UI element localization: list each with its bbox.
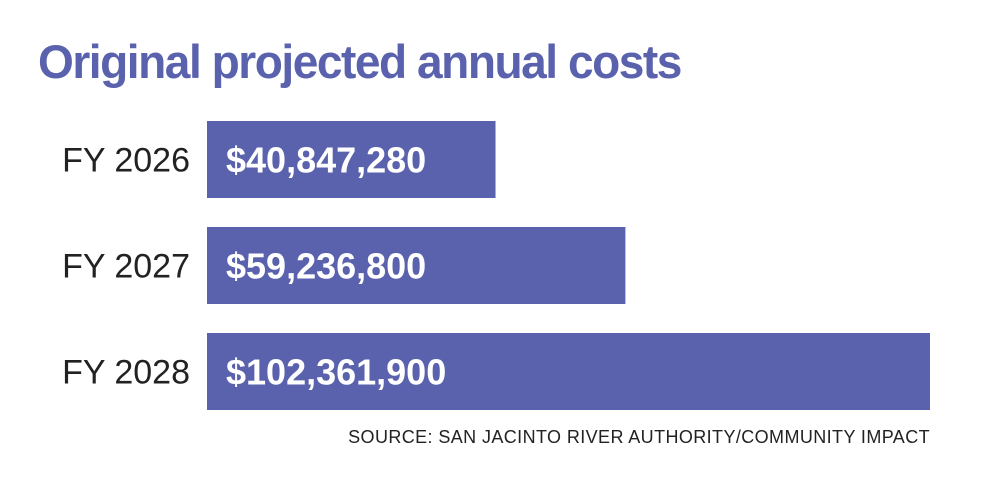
category-label: FY 2028 [62,354,190,392]
bar-fy-2027 [207,227,626,304]
chart-title: Original projected annual costs [38,35,682,88]
category-label: FY 2026 [62,142,190,180]
category-label: FY 2027 [62,248,190,286]
data-label: $59,236,800 [226,246,426,287]
data-label: $40,847,280 [226,140,426,181]
source-note: SOURCE: SAN JACINTO RIVER AUTHORITY/COMM… [348,427,930,447]
bar-fy-2026 [207,121,496,198]
data-label: $102,361,900 [226,352,446,393]
bar-fy-2028 [207,333,930,410]
